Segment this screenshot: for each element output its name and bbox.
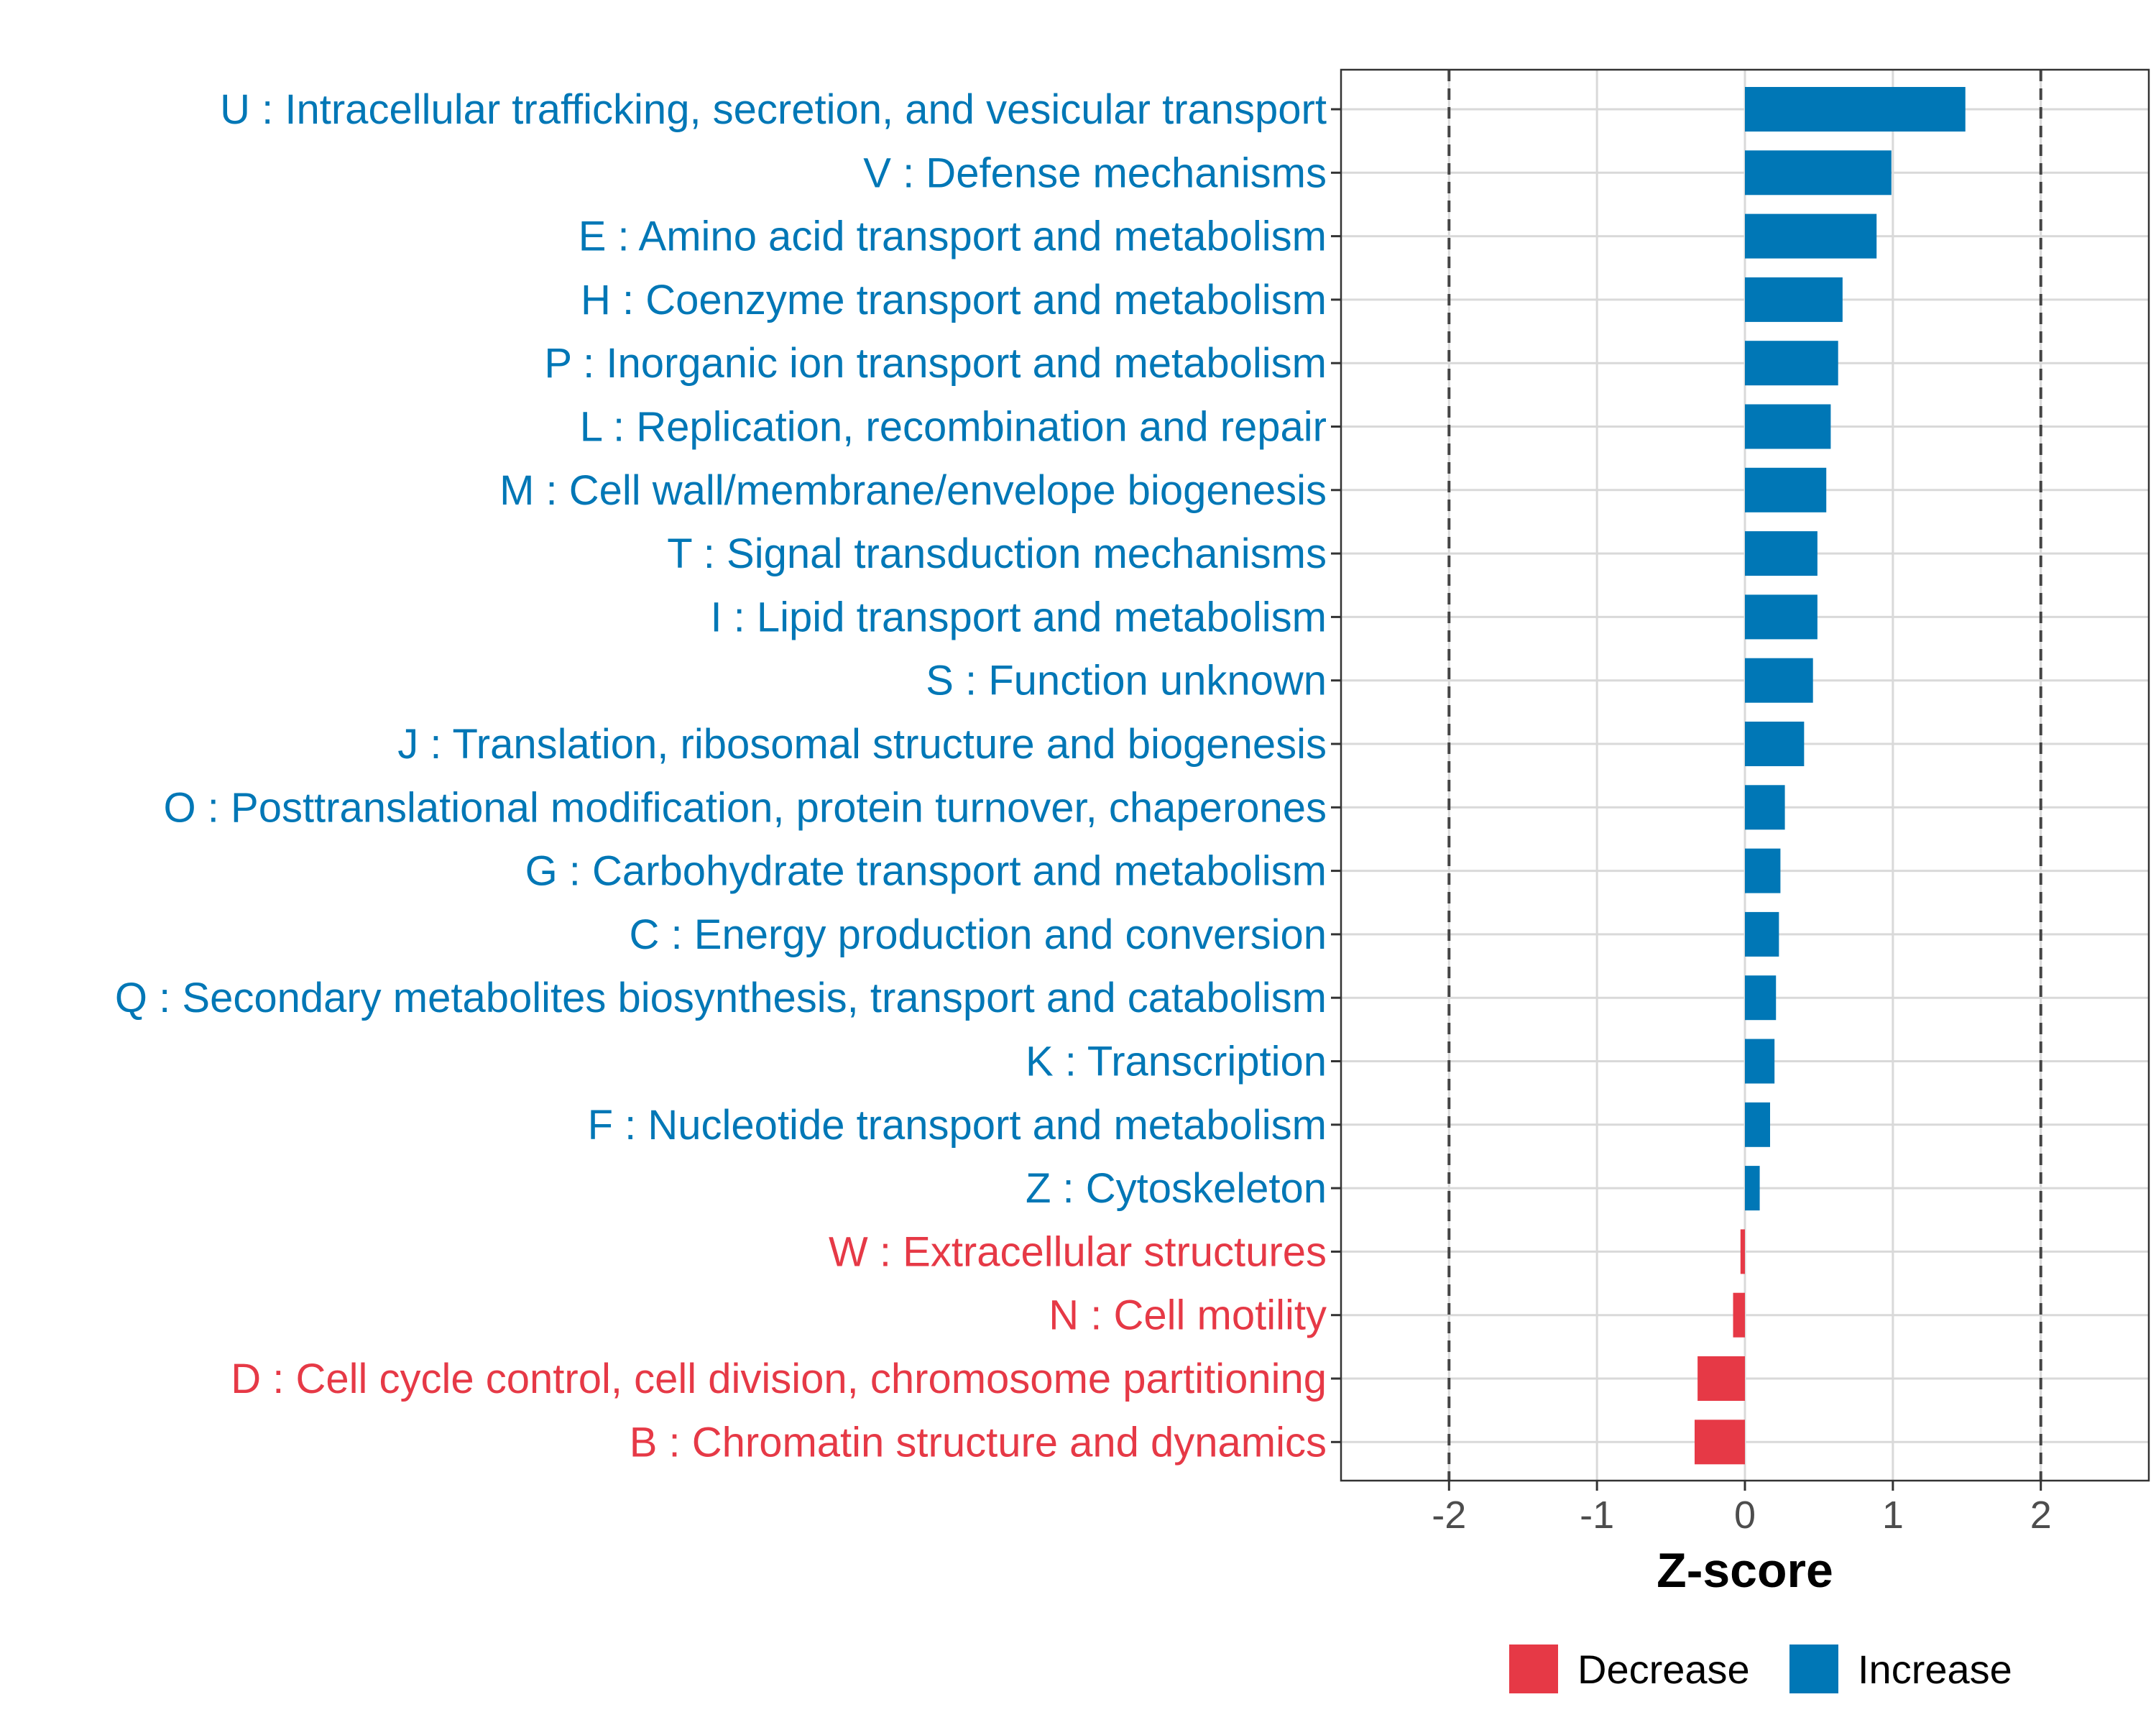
bar: [1745, 277, 1843, 322]
legend: Decrease Increase: [1509, 1644, 2012, 1693]
category-label: N : Cell motility: [1049, 1292, 1327, 1339]
bar: [1745, 658, 1813, 703]
bar: [1745, 785, 1785, 830]
bar: [1745, 1039, 1775, 1084]
bar: [1745, 1102, 1770, 1147]
bar: [1745, 213, 1877, 259]
category-label: W : Extracellular structures: [829, 1228, 1327, 1275]
category-label: G : Carbohydrate transport and metabolis…: [525, 848, 1327, 895]
category-label: Q : Secondary metabolites biosynthesis, …: [115, 975, 1327, 1021]
category-label: O : Posttranslational modification, prot…: [164, 784, 1327, 831]
category-label: L : Replication, recombination and repai…: [580, 404, 1327, 451]
category-label: U : Intracellular trafficking, secretion…: [220, 86, 1327, 133]
category-label: Z : Cytoskeleton: [1026, 1165, 1327, 1212]
bar: [1745, 467, 1827, 512]
category-label: D : Cell cycle control, cell division, c…: [231, 1356, 1327, 1402]
x-tick-label: -2: [1432, 1494, 1466, 1537]
bar: [1695, 1420, 1745, 1465]
x-axis-title: Z-score: [1657, 1543, 1833, 1598]
bar: [1745, 404, 1831, 449]
bar: [1745, 722, 1805, 766]
x-tick-label: 2: [2030, 1494, 2052, 1537]
x-axis-ticks: -2 -1 0 1 2: [1432, 1481, 2052, 1537]
category-label: H : Coenzyme transport and metabolism: [581, 277, 1327, 323]
category-label: J : Translation, ribosomal structure and…: [397, 721, 1327, 768]
bar: [1745, 341, 1838, 386]
category-label: T : Signal transduction mechanisms: [667, 530, 1327, 577]
category-label: K : Transcription: [1026, 1039, 1327, 1085]
legend-swatch-increase: [1789, 1644, 1838, 1693]
bar: [1745, 975, 1777, 1021]
legend-swatch-decrease: [1509, 1644, 1558, 1693]
bar-layer: [1695, 87, 1966, 1465]
legend-label-decrease: Decrease: [1577, 1647, 1750, 1692]
x-tick-label: 1: [1882, 1494, 1904, 1537]
bar: [1745, 848, 1781, 893]
category-label: P : Inorganic ion transport and metaboli…: [544, 340, 1327, 387]
bar: [1745, 87, 1966, 132]
category-label: B : Chromatin structure and dynamics: [630, 1419, 1327, 1466]
bar: [1697, 1356, 1745, 1401]
bar: [1745, 150, 1892, 196]
y-axis-ticks: U : Intracellular trafficking, secretion…: [115, 86, 1341, 1466]
category-label: F : Nucleotide transport and metabolism: [588, 1102, 1327, 1149]
bar: [1745, 911, 1779, 957]
x-tick-label: 0: [1734, 1494, 1756, 1537]
bar: [1745, 1166, 1760, 1211]
category-label: M : Cell wall/membrane/envelope biogenes…: [499, 467, 1327, 514]
category-label: E : Amino acid transport and metabolism: [579, 213, 1327, 260]
x-tick-label: -1: [1580, 1494, 1614, 1537]
category-label: I : Lipid transport and metabolism: [710, 594, 1327, 640]
category-label: C : Energy production and conversion: [630, 911, 1327, 958]
bar: [1740, 1229, 1745, 1274]
legend-label-increase: Increase: [1858, 1647, 2012, 1692]
bar: [1745, 531, 1818, 576]
category-label: S : Function unknown: [926, 658, 1327, 704]
bar: [1733, 1292, 1745, 1338]
reference-lines: [1447, 70, 2042, 1481]
category-label: V : Defense mechanisms: [863, 150, 1327, 196]
bar: [1745, 594, 1818, 640]
